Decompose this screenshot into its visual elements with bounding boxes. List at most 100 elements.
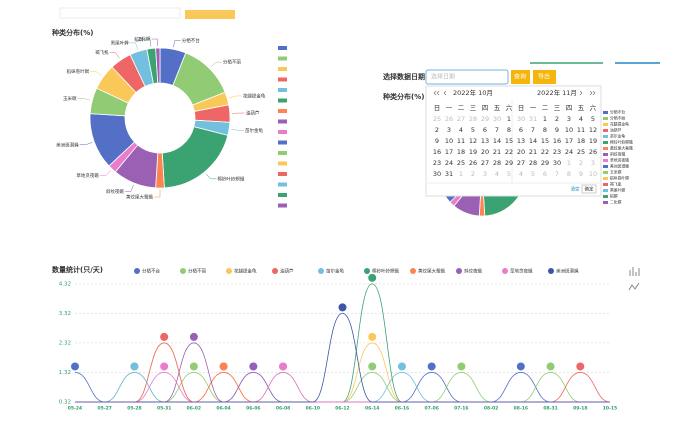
legend-swatch[interactable] [603,189,608,192]
legend-label[interactable]: 褐飞虱 [610,182,622,187]
day[interactable]: 26 [589,148,597,156]
legend-swatch[interactable] [603,177,608,180]
legend-swatch[interactable] [603,165,608,168]
legend-swatch[interactable] [603,129,608,132]
legend-swatch[interactable] [603,111,608,114]
day[interactable]: 5 [471,126,475,134]
legend-label[interactable]: 黄纹尾大蚕蛾 [418,268,445,275]
legend-swatch[interactable] [603,153,608,156]
legend-swatch[interactable] [278,172,287,176]
day[interactable]: 4 [579,115,583,123]
day[interactable]: 17 [565,137,573,145]
day[interactable]: 7 [555,170,559,178]
legend-swatch[interactable] [603,195,608,198]
legend-label[interactable]: 苗尔金龟 [326,268,344,275]
day[interactable]: 19 [589,137,597,145]
legend-label[interactable]: 分栖不丽 [188,268,206,275]
legend-label[interactable]: 稻螟 [610,194,618,199]
legend-label[interactable]: 花腿提金龟 [610,122,629,127]
day[interactable]: 26 [445,115,453,123]
day[interactable]: 9 [579,170,583,178]
day[interactable]: 16 [433,148,441,156]
legend-label[interactable]: 黄纹尾大蚕蛾 [610,146,633,151]
day[interactable]: 5 [531,170,535,178]
day[interactable]: 18 [457,148,465,156]
legend-label[interactable]: 美洲斑潜蝇 [556,268,579,275]
day[interactable]: 6 [519,126,523,134]
legend-swatch[interactable] [456,268,462,274]
day[interactable]: 2 [579,159,583,167]
day[interactable]: 2 [555,115,559,123]
confirm-button[interactable]: 确定 [585,186,594,193]
legend-swatch[interactable] [278,203,287,208]
legend-swatch[interactable] [603,171,608,174]
day[interactable]: 3 [483,170,487,178]
day[interactable]: 6 [543,170,547,178]
day[interactable]: 22 [541,148,549,156]
legend-swatch[interactable] [603,159,608,162]
legend-swatch[interactable] [278,88,287,92]
day[interactable]: 1 [507,115,511,123]
day[interactable]: 2 [471,170,475,178]
legend-swatch[interactable] [180,268,186,274]
day[interactable]: 3 [567,115,571,123]
day[interactable]: 1 [567,159,571,167]
day[interactable]: 28 [469,115,477,123]
legend-swatch[interactable] [278,119,287,124]
legend-swatch[interactable] [278,67,287,71]
legend-swatch[interactable] [278,56,287,61]
legend-swatch[interactable] [278,161,287,166]
legend-swatch[interactable] [364,268,370,274]
day[interactable]: 4 [495,170,499,178]
day[interactable]: 29 [481,115,489,123]
day[interactable]: 31 [529,115,537,123]
legend-swatch[interactable] [603,123,608,126]
day[interactable]: 8 [507,126,511,134]
day[interactable]: 24 [565,148,573,156]
legend-swatch[interactable] [603,183,608,186]
day[interactable]: 11 [457,137,465,145]
legend-swatch[interactable] [502,268,508,274]
day[interactable]: 28 [493,159,501,167]
day[interactable]: 29 [505,159,513,167]
legend-swatch[interactable] [603,135,608,138]
chart-icons[interactable] [628,267,640,291]
day[interactable]: 28 [529,159,537,167]
day[interactable]: 31 [445,170,453,178]
bar-icon[interactable] [629,267,640,276]
day[interactable]: 14 [493,137,501,145]
day[interactable]: 25 [457,159,465,167]
legend-swatch[interactable] [278,98,287,103]
confirm-button-box[interactable] [581,184,597,194]
day[interactable]: 21 [493,148,501,156]
legend-swatch[interactable] [226,268,232,274]
day[interactable]: 13 [481,137,489,145]
day[interactable]: 24 [445,159,453,167]
legend-swatch[interactable] [278,77,287,82]
legend-swatch[interactable] [318,268,324,274]
legend-swatch[interactable] [278,130,287,134]
day[interactable]: 16 [553,137,561,145]
day[interactable]: 18 [577,137,585,145]
day[interactable]: 6 [483,126,487,134]
day[interactable]: 22 [505,148,513,156]
legend-swatch[interactable] [278,46,287,50]
legend-label[interactable]: 分栖不台 [610,110,625,115]
day[interactable]: 19 [469,148,477,156]
day[interactable]: 7 [531,126,535,134]
legend-label[interactable]: 二化螟 [610,200,622,205]
legend-label[interactable]: 草地贪夜蛾 [510,268,533,275]
day[interactable]: 5 [507,170,511,178]
legend-swatch[interactable] [278,151,287,155]
day[interactable]: 15 [541,137,549,145]
day[interactable]: 3 [447,126,451,134]
day[interactable]: 7 [495,126,499,134]
legend-swatch[interactable] [278,140,287,145]
day[interactable]: 4 [519,170,523,178]
day[interactable]: 30 [553,159,561,167]
day[interactable]: 2 [435,126,439,134]
day[interactable]: 20 [517,148,525,156]
day[interactable]: 25 [433,115,441,123]
day[interactable]: 1 [543,115,547,123]
date-input[interactable] [425,69,509,85]
